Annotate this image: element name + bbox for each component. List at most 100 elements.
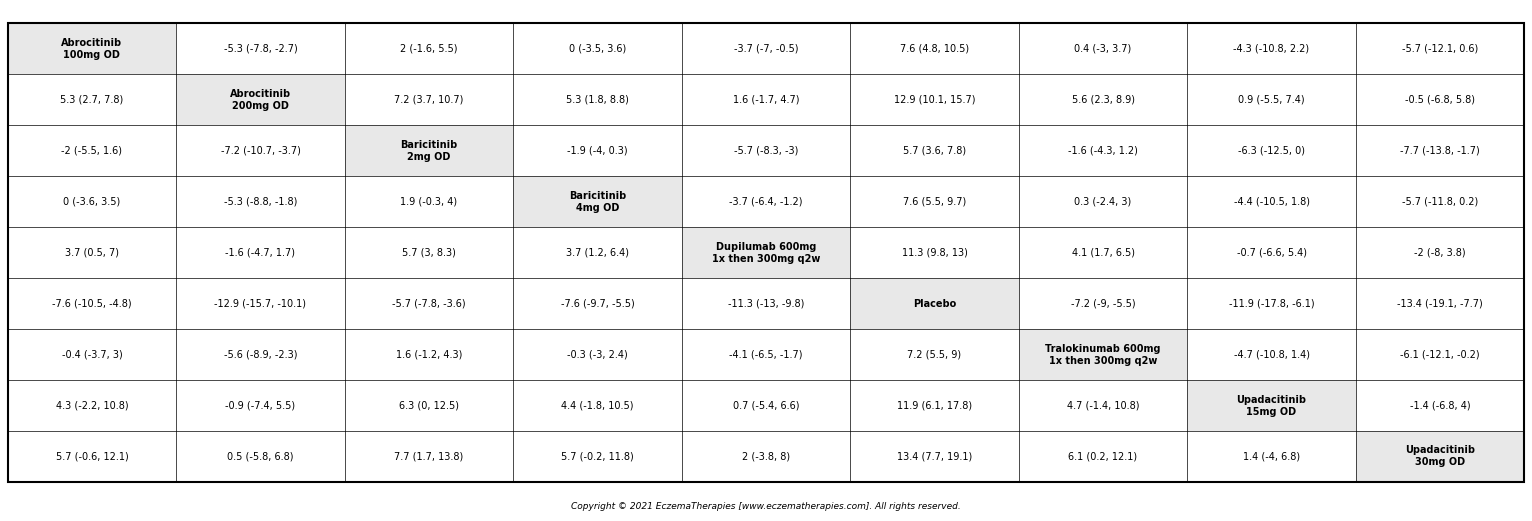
Bar	[1019, 126, 1187, 176]
Bar	[8, 75, 176, 126]
Text: 11.9 (6.1, 17.8): 11.9 (6.1, 17.8)	[896, 401, 973, 411]
Bar	[1356, 380, 1524, 431]
Text: -4.3 (-10.8, 2.2): -4.3 (-10.8, 2.2)	[1233, 44, 1310, 54]
Bar	[1019, 380, 1187, 431]
Bar	[850, 278, 1019, 329]
Bar	[682, 380, 850, 431]
Text: 7.6 (4.8, 10.5): 7.6 (4.8, 10.5)	[899, 44, 970, 54]
Bar	[682, 329, 850, 380]
Bar	[513, 329, 682, 380]
Text: 5.7 (-0.6, 12.1): 5.7 (-0.6, 12.1)	[55, 452, 129, 462]
Bar	[1187, 227, 1356, 278]
Text: -13.4 (-19.1, -7.7): -13.4 (-19.1, -7.7)	[1397, 299, 1483, 308]
Text: Abrocitinib
200mg OD: Abrocitinib 200mg OD	[230, 89, 291, 111]
Bar	[345, 227, 513, 278]
Bar	[850, 380, 1019, 431]
Bar	[850, 329, 1019, 380]
Bar	[8, 329, 176, 380]
Bar	[1187, 176, 1356, 227]
Text: Baricitinib
2mg OD: Baricitinib 2mg OD	[400, 140, 458, 162]
Bar	[1187, 75, 1356, 126]
Text: -5.7 (-8.3, -3): -5.7 (-8.3, -3)	[734, 146, 798, 156]
Bar	[682, 126, 850, 176]
Text: Tralokinumab 600mg
1x then 300mg q2w: Tralokinumab 600mg 1x then 300mg q2w	[1045, 343, 1161, 366]
Text: Copyright © 2021 EczemaTherapies [www.eczematherapies.com]. All rights reserved.: Copyright © 2021 EczemaTherapies [www.ec…	[571, 502, 961, 511]
Bar	[345, 431, 513, 482]
Bar	[1187, 380, 1356, 431]
Text: -7.2 (-10.7, -3.7): -7.2 (-10.7, -3.7)	[221, 146, 300, 156]
Bar	[1356, 23, 1524, 75]
Bar	[345, 380, 513, 431]
Bar	[8, 431, 176, 482]
Bar	[8, 176, 176, 227]
Bar	[345, 23, 513, 75]
Text: -6.1 (-12.1, -0.2): -6.1 (-12.1, -0.2)	[1400, 350, 1480, 359]
Bar	[176, 126, 345, 176]
Text: 1.9 (-0.3, 4): 1.9 (-0.3, 4)	[400, 197, 458, 207]
Text: Upadacitinib
15mg OD: Upadacitinib 15mg OD	[1236, 394, 1307, 416]
Bar	[8, 380, 176, 431]
Bar	[513, 23, 682, 75]
Bar	[176, 75, 345, 126]
Bar	[8, 126, 176, 176]
Bar	[176, 278, 345, 329]
Text: 7.6 (5.5, 9.7): 7.6 (5.5, 9.7)	[902, 197, 967, 207]
Bar	[1356, 176, 1524, 227]
Text: -0.3 (-3, 2.4): -0.3 (-3, 2.4)	[567, 350, 628, 359]
Text: 2 (-1.6, 5.5): 2 (-1.6, 5.5)	[400, 44, 458, 54]
Text: 7.2 (3.7, 10.7): 7.2 (3.7, 10.7)	[394, 95, 464, 105]
Bar	[1187, 431, 1356, 482]
Bar	[1187, 126, 1356, 176]
Text: 3.7 (0.5, 7): 3.7 (0.5, 7)	[64, 247, 119, 258]
Bar	[1187, 23, 1356, 75]
Bar	[682, 176, 850, 227]
Bar	[1019, 431, 1187, 482]
Text: 5.7 (3, 8.3): 5.7 (3, 8.3)	[401, 247, 457, 258]
Bar	[176, 23, 345, 75]
Text: -4.4 (-10.5, 1.8): -4.4 (-10.5, 1.8)	[1233, 197, 1310, 207]
Text: -7.6 (-10.5, -4.8): -7.6 (-10.5, -4.8)	[52, 299, 132, 308]
Bar	[682, 23, 850, 75]
Text: Abrocitinib
100mg OD: Abrocitinib 100mg OD	[61, 38, 123, 60]
Bar	[8, 278, 176, 329]
Bar	[1187, 278, 1356, 329]
Bar	[1356, 75, 1524, 126]
Text: -0.9 (-7.4, 5.5): -0.9 (-7.4, 5.5)	[225, 401, 296, 411]
Text: -11.9 (-17.8, -6.1): -11.9 (-17.8, -6.1)	[1229, 299, 1314, 308]
Bar	[8, 227, 176, 278]
Text: -5.7 (-12.1, 0.6): -5.7 (-12.1, 0.6)	[1402, 44, 1478, 54]
Bar	[850, 23, 1019, 75]
Text: 0.3 (-2.4, 3): 0.3 (-2.4, 3)	[1074, 197, 1132, 207]
Bar	[850, 227, 1019, 278]
Text: -1.4 (-6.8, 4): -1.4 (-6.8, 4)	[1409, 401, 1471, 411]
Bar	[345, 75, 513, 126]
Text: 0 (-3.6, 3.5): 0 (-3.6, 3.5)	[63, 197, 121, 207]
Text: 5.7 (-0.2, 11.8): 5.7 (-0.2, 11.8)	[561, 452, 634, 462]
Text: 6.1 (0.2, 12.1): 6.1 (0.2, 12.1)	[1068, 452, 1138, 462]
Bar	[176, 329, 345, 380]
Bar	[1356, 126, 1524, 176]
Text: -7.6 (-9.7, -5.5): -7.6 (-9.7, -5.5)	[561, 299, 634, 308]
Text: -7.7 (-13.8, -1.7): -7.7 (-13.8, -1.7)	[1400, 146, 1480, 156]
Text: 11.3 (9.8, 13): 11.3 (9.8, 13)	[902, 247, 967, 258]
Text: 0.7 (-5.4, 6.6): 0.7 (-5.4, 6.6)	[732, 401, 800, 411]
Bar	[850, 176, 1019, 227]
Text: 6.3 (0, 12.5): 6.3 (0, 12.5)	[398, 401, 460, 411]
Text: 0.5 (-5.8, 6.8): 0.5 (-5.8, 6.8)	[227, 452, 294, 462]
Bar	[513, 227, 682, 278]
Bar	[1356, 431, 1524, 482]
Text: -1.6 (-4.7, 1.7): -1.6 (-4.7, 1.7)	[225, 247, 296, 258]
Text: -12.9 (-15.7, -10.1): -12.9 (-15.7, -10.1)	[214, 299, 306, 308]
Bar	[345, 329, 513, 380]
Text: -2 (-8, 3.8): -2 (-8, 3.8)	[1414, 247, 1466, 258]
Text: 4.4 (-1.8, 10.5): 4.4 (-1.8, 10.5)	[561, 401, 634, 411]
Text: Baricitinib
4mg OD: Baricitinib 4mg OD	[568, 191, 627, 213]
Text: 1.6 (-1.7, 4.7): 1.6 (-1.7, 4.7)	[732, 95, 800, 105]
Bar	[850, 431, 1019, 482]
Text: -3.7 (-7, -0.5): -3.7 (-7, -0.5)	[734, 44, 798, 54]
Text: -5.3 (-7.8, -2.7): -5.3 (-7.8, -2.7)	[224, 44, 297, 54]
Text: -5.7 (-7.8, -3.6): -5.7 (-7.8, -3.6)	[392, 299, 466, 308]
Text: -4.1 (-6.5, -1.7): -4.1 (-6.5, -1.7)	[729, 350, 803, 359]
Bar	[1356, 227, 1524, 278]
Bar	[176, 227, 345, 278]
